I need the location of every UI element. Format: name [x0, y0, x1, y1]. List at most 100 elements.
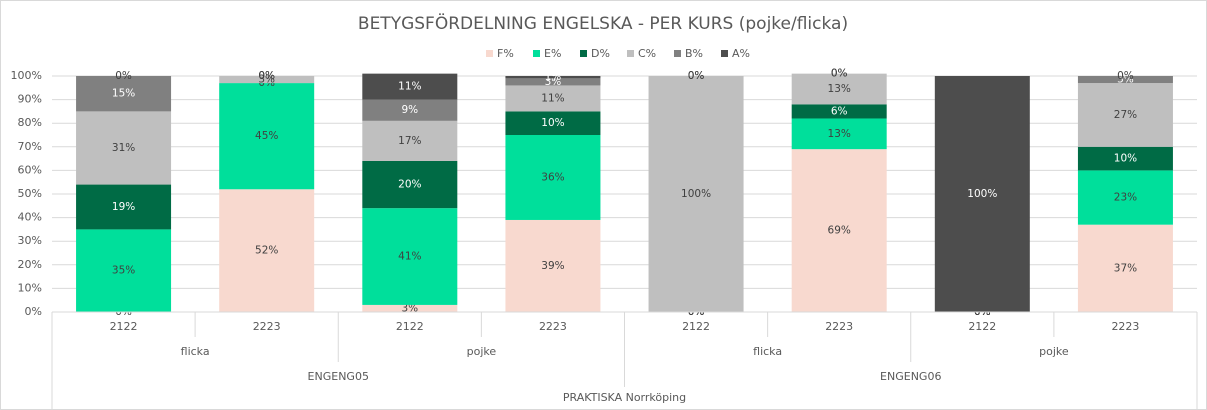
x-tick-label: 2122	[968, 320, 996, 333]
data-label: 0%	[831, 68, 848, 80]
data-label: 11%	[541, 92, 564, 104]
data-label: 52%	[255, 245, 278, 257]
data-label: 10%	[541, 117, 564, 129]
bar-segment	[362, 208, 458, 305]
x-group-label: PRAKTISKA Norrköping	[563, 391, 686, 404]
data-label: 0%	[258, 70, 275, 82]
data-label: 36%	[541, 171, 564, 183]
data-label: 0%	[688, 70, 705, 82]
bar-segment	[648, 76, 744, 312]
x-group-label: flicka	[181, 345, 210, 358]
data-label: 0%	[1117, 70, 1134, 82]
data-label: 39%	[541, 260, 564, 272]
bar-segment	[1077, 146, 1173, 171]
bar-segment	[791, 118, 887, 150]
data-label: 3%	[545, 76, 562, 88]
x-tick-label: 2223	[825, 320, 853, 333]
bar-segment	[76, 111, 172, 185]
data-label: 13%	[828, 83, 851, 95]
bar-segment	[362, 73, 458, 100]
bar-segment	[362, 99, 458, 121]
x-group-label: pojke	[467, 345, 497, 358]
bar-segment	[362, 120, 458, 161]
data-label: 11%	[398, 81, 421, 93]
x-tick-label: 2223	[253, 320, 281, 333]
bar-segment	[362, 160, 458, 209]
bar-segment	[791, 104, 887, 119]
bar-segment	[219, 189, 315, 312]
bar-segment	[76, 184, 172, 230]
legend-label: D%	[591, 47, 610, 60]
data-label: 0%	[258, 70, 275, 82]
bar-segment	[362, 304, 458, 312]
data-label: 3%	[1117, 74, 1134, 86]
y-tick-label: 100%	[11, 69, 42, 82]
x-tick-label: 2122	[682, 320, 710, 333]
data-label: 45%	[255, 130, 278, 142]
bar-segment	[505, 219, 601, 312]
bar-segment	[505, 76, 601, 79]
y-tick-label: 0%	[25, 305, 42, 318]
data-label: 3%	[401, 302, 418, 314]
legend-label: C%	[638, 47, 656, 60]
data-label: 9%	[401, 104, 418, 116]
x-tick-label: 2223	[1111, 320, 1139, 333]
y-tick-label: 50%	[18, 187, 42, 200]
x-group-label: pojke	[1039, 345, 1069, 358]
data-label: 37%	[1114, 262, 1137, 274]
bar-segment	[934, 76, 1030, 312]
bar-segment	[1077, 83, 1173, 147]
y-tick-label: 90%	[18, 93, 42, 106]
data-label: 1%	[545, 71, 562, 83]
x-group-label: ENGENG06	[880, 370, 941, 383]
legend-label: A%	[732, 47, 750, 60]
bar-segment	[76, 76, 172, 112]
bar-segment	[505, 78, 601, 86]
legend-label: F%	[497, 47, 514, 60]
bar-segment	[505, 85, 601, 112]
legend-label: E%	[544, 47, 561, 60]
bar-segment	[1077, 224, 1173, 312]
data-label: 0%	[831, 68, 848, 80]
bar-segment	[505, 111, 601, 135]
bar-segment	[791, 149, 887, 312]
bar-segment	[505, 135, 601, 220]
legend-swatch	[721, 50, 728, 57]
data-label: 0%	[115, 70, 132, 82]
legend-swatch	[627, 50, 634, 57]
legend-swatch	[533, 50, 540, 57]
data-label: 100%	[967, 188, 997, 200]
data-label: 20%	[398, 179, 421, 191]
data-label: 41%	[398, 251, 421, 263]
chart-title: BETYGSFÖRDELNING ENGELSKA - PER KURS (po…	[358, 12, 848, 34]
bar-segment	[76, 229, 172, 312]
x-tick-label: 2223	[539, 320, 567, 333]
data-label: 0%	[688, 70, 705, 82]
y-tick-label: 10%	[18, 281, 42, 294]
data-label: 6%	[831, 105, 848, 117]
bar-segment	[219, 83, 315, 190]
data-label: 35%	[112, 265, 135, 277]
data-label: 100%	[681, 188, 711, 200]
data-label: 19%	[112, 201, 135, 213]
x-tick-label: 2122	[110, 320, 138, 333]
bar-segment	[1077, 76, 1173, 84]
legend-swatch	[674, 50, 681, 57]
data-label: 13%	[828, 128, 851, 140]
bar-segment	[791, 73, 887, 105]
y-tick-label: 20%	[18, 258, 42, 271]
data-label: 27%	[1114, 109, 1137, 121]
y-tick-label: 40%	[18, 211, 42, 224]
bar-segment	[1077, 170, 1173, 225]
data-label: 3%	[258, 74, 275, 86]
data-label: 15%	[112, 88, 135, 100]
y-tick-label: 60%	[18, 163, 42, 176]
x-group-label: flicka	[753, 345, 782, 358]
x-tick-label: 2122	[396, 320, 424, 333]
y-tick-label: 70%	[18, 140, 42, 153]
y-tick-label: 80%	[18, 116, 42, 129]
x-group-label: ENGENG05	[308, 370, 369, 383]
legend-swatch	[486, 50, 493, 57]
data-label: 17%	[398, 135, 421, 147]
